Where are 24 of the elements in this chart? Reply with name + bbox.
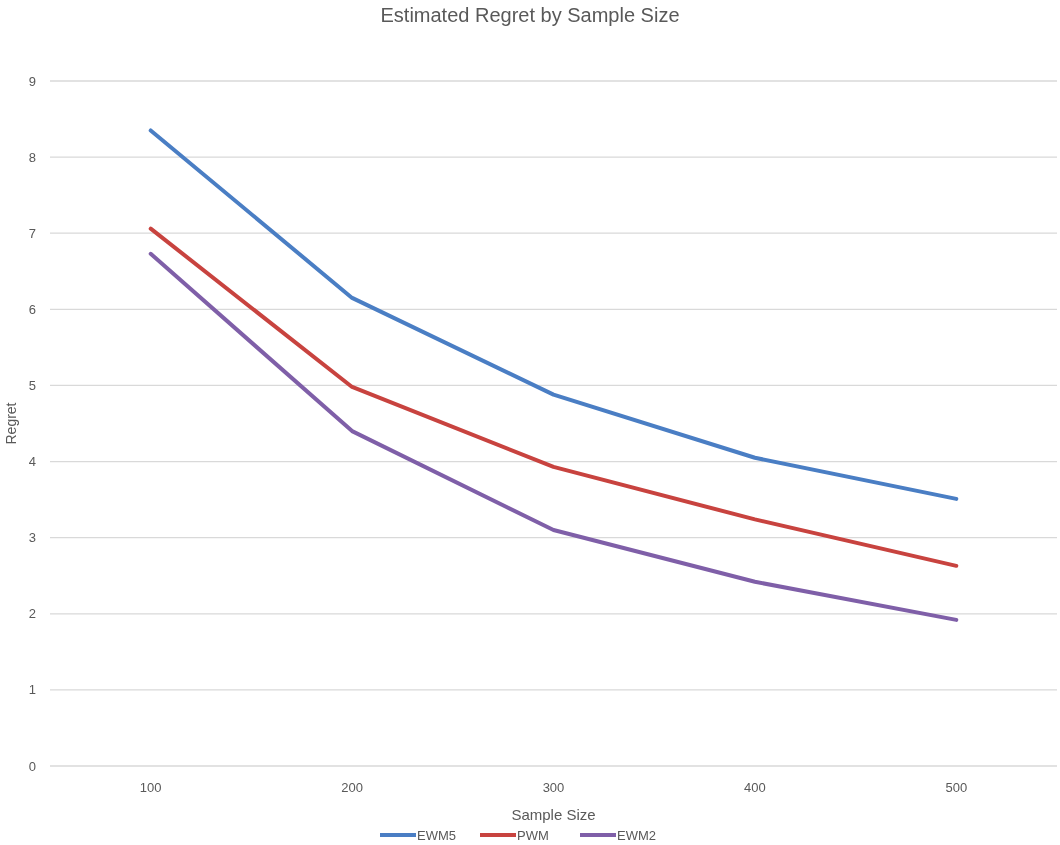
x-tick-label: 400 (744, 780, 766, 795)
y-axis-title: Regret (3, 402, 19, 445)
legend-label: PWM (517, 827, 549, 843)
y-tick-label: 8 (28, 149, 36, 165)
x-tick-label: 100 (139, 780, 162, 795)
y-tick-label: 2 (28, 606, 36, 622)
line-series (148, 251, 959, 622)
legend-label: EWM2 (617, 827, 656, 843)
y-tick-label: 3 (28, 530, 36, 546)
legend-label: EWM5 (417, 827, 456, 843)
x-tick-label: 300 (542, 780, 565, 795)
line-series (148, 128, 959, 501)
x-tick-label: 200 (341, 780, 363, 795)
y-tick-label: 0 (28, 758, 36, 774)
line-series (148, 226, 959, 568)
chart-title: Estimated Regret by Sample Size (380, 4, 680, 26)
y-tick-label: 5 (28, 377, 36, 393)
y-tick-label: 6 (28, 301, 36, 317)
y-tick-label: 9 (28, 73, 36, 89)
y-tick-label: 7 (28, 225, 36, 241)
y-tick-label: 4 (28, 454, 36, 470)
x-tick-label: 500 (945, 780, 968, 795)
x-axis-title: Sample Size (511, 806, 596, 823)
y-tick-label: 1 (28, 682, 36, 698)
